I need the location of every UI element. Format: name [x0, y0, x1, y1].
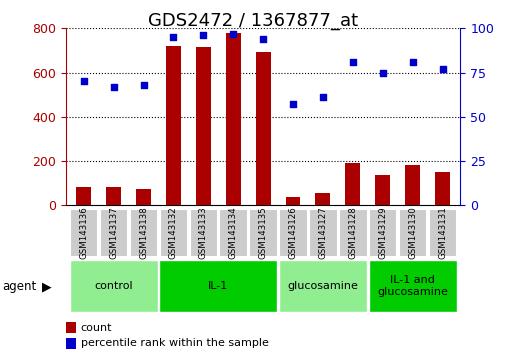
- Text: GSM143135: GSM143135: [258, 206, 267, 259]
- Bar: [405, 165, 419, 205]
- FancyBboxPatch shape: [398, 209, 426, 256]
- FancyBboxPatch shape: [160, 209, 187, 256]
- Bar: [345, 163, 360, 205]
- FancyBboxPatch shape: [189, 209, 217, 256]
- FancyBboxPatch shape: [70, 259, 157, 312]
- FancyBboxPatch shape: [219, 209, 246, 256]
- FancyBboxPatch shape: [309, 209, 336, 256]
- Bar: [285, 197, 300, 205]
- Bar: [66, 322, 76, 333]
- Bar: [66, 338, 76, 349]
- Text: ▶: ▶: [41, 280, 52, 293]
- Point: [288, 102, 296, 107]
- FancyBboxPatch shape: [368, 209, 396, 256]
- FancyBboxPatch shape: [70, 209, 97, 256]
- Point: [259, 36, 267, 42]
- Text: GDS2472 / 1367877_at: GDS2472 / 1367877_at: [147, 12, 358, 30]
- Bar: [106, 187, 121, 205]
- FancyBboxPatch shape: [338, 209, 366, 256]
- Text: GSM143133: GSM143133: [198, 206, 208, 259]
- FancyBboxPatch shape: [278, 259, 366, 312]
- FancyBboxPatch shape: [99, 209, 127, 256]
- FancyBboxPatch shape: [279, 209, 306, 256]
- Bar: [434, 172, 449, 205]
- Bar: [255, 52, 270, 205]
- Text: control: control: [94, 281, 133, 291]
- Bar: [375, 176, 389, 205]
- FancyBboxPatch shape: [368, 259, 456, 312]
- Text: count: count: [81, 322, 112, 332]
- Text: GSM143129: GSM143129: [377, 206, 386, 259]
- FancyBboxPatch shape: [159, 259, 277, 312]
- Point: [408, 59, 416, 65]
- Text: GSM143131: GSM143131: [437, 206, 446, 259]
- Text: GSM143137: GSM143137: [109, 206, 118, 259]
- Text: GSM143126: GSM143126: [288, 206, 297, 259]
- Point: [110, 84, 118, 90]
- FancyBboxPatch shape: [428, 209, 456, 256]
- Text: GSM143132: GSM143132: [169, 206, 178, 259]
- Point: [229, 31, 237, 36]
- Bar: [76, 187, 91, 205]
- Point: [318, 95, 326, 100]
- Point: [79, 79, 87, 84]
- Text: agent: agent: [3, 280, 37, 293]
- Bar: [195, 47, 211, 205]
- Text: IL-1 and
glucosamine: IL-1 and glucosamine: [376, 275, 447, 297]
- Bar: [225, 33, 240, 205]
- FancyBboxPatch shape: [249, 209, 276, 256]
- Bar: [136, 189, 150, 205]
- Text: GSM143127: GSM143127: [318, 206, 327, 259]
- Text: GSM143136: GSM143136: [79, 206, 88, 259]
- Text: GSM143128: GSM143128: [347, 206, 357, 259]
- Point: [199, 33, 207, 38]
- Text: GSM143130: GSM143130: [408, 206, 416, 259]
- Text: percentile rank within the sample: percentile rank within the sample: [81, 338, 268, 348]
- Point: [139, 82, 147, 88]
- Text: IL-1: IL-1: [208, 281, 228, 291]
- Text: GSM143138: GSM143138: [139, 206, 148, 259]
- Text: glucosamine: glucosamine: [287, 281, 358, 291]
- Point: [169, 34, 177, 40]
- Point: [348, 59, 356, 65]
- Bar: [166, 46, 181, 205]
- Point: [378, 70, 386, 75]
- Bar: [315, 193, 330, 205]
- Point: [438, 66, 446, 72]
- Text: GSM143134: GSM143134: [228, 206, 237, 259]
- FancyBboxPatch shape: [129, 209, 157, 256]
